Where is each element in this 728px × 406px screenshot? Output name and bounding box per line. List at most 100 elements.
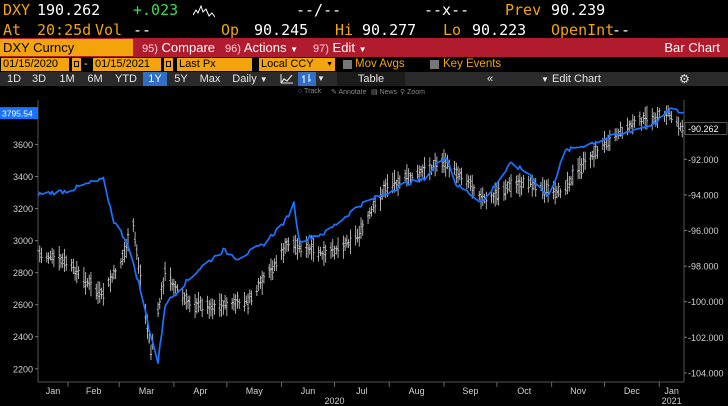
period-ytd[interactable]: YTD [115,73,137,85]
date-separator: - [84,58,88,70]
edit-label: Edit [332,40,355,55]
left-tick-label: 3200 [13,204,33,214]
chevron-down-icon[interactable]: ▼ [317,74,325,83]
zoom-tool[interactable]: ⚲ Zoom [400,89,425,96]
openint-label: OpenInt [551,21,615,39]
news-label: News [379,89,398,96]
left-tick-label: 3600 [13,140,33,150]
mov-avgs-checkbox[interactable] [343,60,352,69]
chevron-down-icon: ▼ [326,61,333,68]
interval-label: Daily [232,73,257,85]
left-tick-label: 3000 [13,236,33,246]
x-year-label: 2021 [662,396,682,406]
period-1y[interactable]: 1Y [143,72,167,86]
end-date-input[interactable]: 01/15/2021 [93,58,161,71]
line-chart-icon[interactable] [280,74,294,84]
right-tick-label: -96.000 [688,226,719,236]
key-events-label: Key Events [443,58,502,70]
start-date-input[interactable]: 01/15/2020 [1,58,69,71]
period-6m[interactable]: 6M [87,73,103,85]
period-3d[interactable]: 3D [31,73,47,85]
calendar-icon[interactable] [164,58,173,71]
x-tick-label: Jul [356,386,368,396]
table-button[interactable]: Table [337,72,405,86]
chart-tools-row: ○ Track ✎ Annotate ▤ News ⚲ Zoom [0,86,728,98]
annotate-label: Annotate [338,89,367,96]
period-5y[interactable]: 5Y [174,73,188,85]
high-value: 90.277 [362,21,417,39]
prev-value: 90.239 [551,1,606,19]
quote-line-2: At 20:25d Vol -- Op 90.245 Hi 90.277 Lo … [0,21,728,42]
right-current-value-tag [684,122,728,135]
price-change: +.023 [133,1,179,19]
chevron-down-icon: ▼ [290,45,298,54]
right-tick-label: -104.000 [688,368,724,378]
actions-menu[interactable]: 96) Actions ▼ [225,38,298,57]
period-max[interactable]: Max [199,73,221,85]
ticker: DXY [3,1,31,19]
left-current-value-tag [0,107,38,120]
left-tick-label: 2400 [13,332,33,342]
x-tick-label: Jan [46,386,61,396]
actions-label: Actions [243,40,287,55]
period-1d[interactable]: 1D [6,73,22,85]
period-toolbar: 1D 3D 1M 6M YTD 1Y 5Y Max Daily ▼ ▼ Tabl… [0,72,728,86]
right-tick-label: -92.000 [688,155,719,165]
compare-button[interactable]: 95) Compare [142,38,215,57]
x-year-label: 2020 [325,396,345,406]
bar-chart-icon[interactable] [298,72,316,86]
bid-ask: --/-- [296,1,342,19]
key-events-checkbox[interactable] [430,60,439,69]
price-chart[interactable]: 3600 3400 3200 3000 2800 2600 2400 2200 -92.000 -… [0,98,728,406]
left-tick-label: 3400 [13,172,33,182]
period-1m[interactable]: 1M [59,73,75,85]
right-current-value: -90.262 [688,124,719,134]
dxy-bars-series [36,104,686,361]
low-value: 90.223 [472,21,527,39]
calendar-icon[interactable] [72,58,81,71]
right-tick-label: -102.000 [688,333,724,343]
edit-chart-button[interactable]: ▼ Edit Chart [541,72,601,87]
openint-value: -- [612,21,631,39]
currency-label: Local CCY [261,58,314,70]
left-tick-label: 2800 [13,268,33,278]
track-label: Track [304,88,322,95]
collapse-icon[interactable]: « [487,73,494,85]
x-tick-label: Apr [193,386,207,396]
security-field[interactable]: DXY Curncy [0,39,133,56]
annotate-tool[interactable]: ✎ Annotate [331,89,367,96]
sparkline-icon [193,4,215,18]
left-tick-label: 2600 [13,300,33,310]
chart-axes: 3600 3400 3200 3000 2800 2600 2400 2200 -92.000 -… [0,100,728,406]
edit-menu[interactable]: 97) Edit ▼ [313,38,366,57]
comparison-line [37,107,685,365]
compare-label: Compare [161,40,215,55]
function-bar: DXY Curncy 95) Compare 96) Actions ▼ 97)… [0,38,728,57]
page-title: Bar Chart [664,40,720,55]
quote-time: 20:25d [37,21,92,39]
interval-select[interactable]: Daily ▼ [228,72,272,86]
right-tick-label: -94.000 [688,190,719,200]
gear-icon[interactable]: ⚙ [679,72,690,86]
quote-line-1: DXY 190.262 +.023 --/-- --x-- Prev 90.23… [0,0,728,22]
price-field-select[interactable]: Last Px [177,58,252,71]
open-value: 90.245 [254,21,309,39]
vol-label: Vol [95,21,123,39]
chevron-down-icon: ▼ [259,75,268,84]
right-tick-label: -100.000 [688,297,724,307]
compare-num: 95) [142,43,158,55]
x-tick-label: Oct [517,386,532,396]
currency-select[interactable]: Local CCY ▼ [259,58,335,71]
news-tool[interactable]: ▤ News [371,89,398,96]
x-tick-label: Aug [409,386,425,396]
zoom-label: Zoom [407,89,425,96]
comparison-line-series [37,107,685,365]
x-tick-label: Jan [664,386,679,396]
track-tool[interactable]: ○ Track [298,88,322,95]
edit-chart-label: Edit Chart [551,73,601,85]
vol-value: -- [133,21,152,39]
prev-label: Prev [505,1,542,19]
last-price: 190.262 [37,1,101,19]
edit-num: 97) [313,43,329,55]
mov-avgs-label: Mov Avgs [355,58,405,70]
